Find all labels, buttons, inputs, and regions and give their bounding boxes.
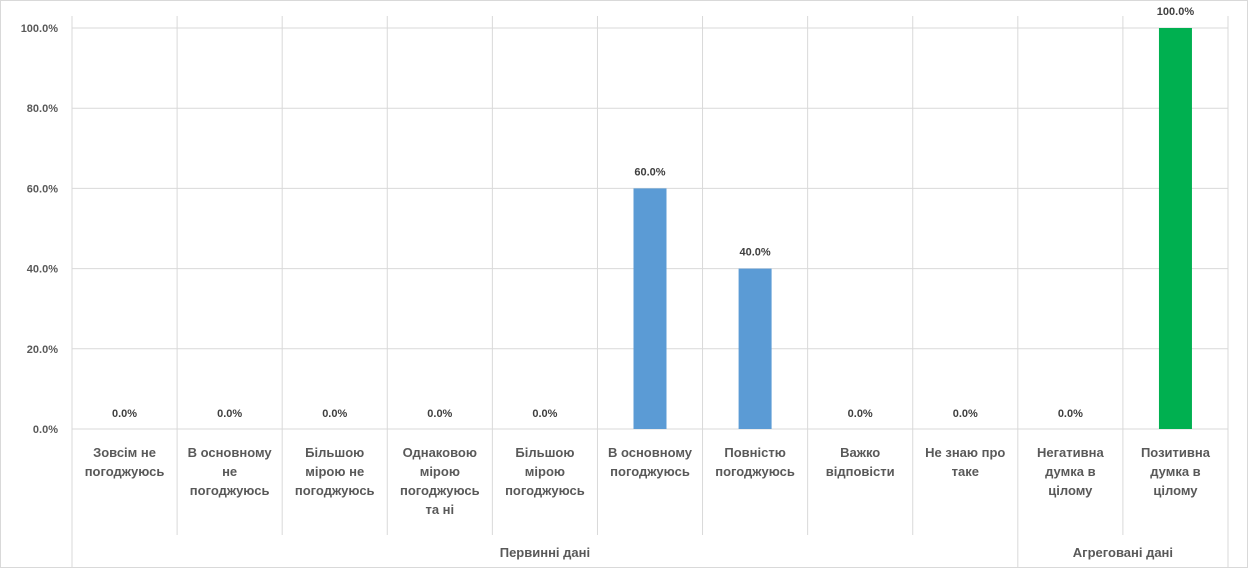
data-label: 0.0% bbox=[322, 408, 347, 420]
category-label: погоджуюсь bbox=[505, 483, 585, 498]
category-label: погоджуюсь bbox=[85, 464, 165, 479]
category-label: Повністю bbox=[724, 445, 785, 460]
data-label: 0.0% bbox=[217, 408, 242, 420]
category-label: погоджуюсь bbox=[295, 483, 375, 498]
category-label: не bbox=[222, 464, 237, 479]
category-label: мірою не bbox=[305, 464, 364, 479]
bar bbox=[1158, 28, 1192, 429]
category-label: погоджуюсь bbox=[190, 483, 270, 498]
data-label: 100.0% bbox=[1157, 6, 1195, 18]
category-label: цілому bbox=[1153, 483, 1198, 498]
category-label: відповісти bbox=[826, 464, 895, 479]
y-tick-label: 20.0% bbox=[27, 344, 58, 356]
category-label: Більшою bbox=[515, 445, 574, 460]
category-label: Однаковою bbox=[403, 445, 477, 460]
category-label: В основному bbox=[188, 445, 273, 460]
category-label: думка в bbox=[1045, 464, 1095, 479]
data-label: 0.0% bbox=[953, 408, 978, 420]
data-label: 60.0% bbox=[634, 166, 665, 178]
group-label: Агреговані дані bbox=[1073, 545, 1173, 560]
category-label: мірою bbox=[525, 464, 565, 479]
group-label: Первинні дані bbox=[500, 545, 590, 560]
y-tick-label: 100.0% bbox=[21, 23, 59, 35]
y-tick-label: 80.0% bbox=[27, 103, 58, 115]
data-label: 0.0% bbox=[427, 408, 452, 420]
y-tick-label: 0.0% bbox=[33, 424, 58, 436]
data-label: 40.0% bbox=[739, 247, 770, 259]
y-tick-label: 60.0% bbox=[27, 183, 58, 195]
category-label: Важко bbox=[840, 445, 880, 460]
bar bbox=[633, 188, 667, 429]
category-label: В основному bbox=[608, 445, 693, 460]
category-label: мірою bbox=[420, 464, 460, 479]
category-label: та ні bbox=[425, 502, 454, 517]
category-label: Зовсім не bbox=[93, 445, 156, 460]
data-label: 0.0% bbox=[112, 408, 137, 420]
data-label: 0.0% bbox=[848, 408, 873, 420]
category-label: Позитивна bbox=[1141, 445, 1211, 460]
category-label: думка в bbox=[1150, 464, 1200, 479]
category-label: Не знаю про bbox=[925, 445, 1005, 460]
category-label: таке bbox=[952, 464, 979, 479]
data-label: 0.0% bbox=[1058, 408, 1083, 420]
category-label: погоджуюсь bbox=[610, 464, 690, 479]
category-label: погоджуюсь bbox=[400, 483, 480, 498]
category-label: цілому bbox=[1048, 483, 1093, 498]
data-label: 0.0% bbox=[532, 408, 557, 420]
y-tick-label: 40.0% bbox=[27, 264, 58, 276]
category-label: Більшою bbox=[305, 445, 364, 460]
category-label: Негативна bbox=[1037, 445, 1104, 460]
bar bbox=[738, 268, 772, 429]
category-label: погоджуюсь bbox=[715, 464, 795, 479]
